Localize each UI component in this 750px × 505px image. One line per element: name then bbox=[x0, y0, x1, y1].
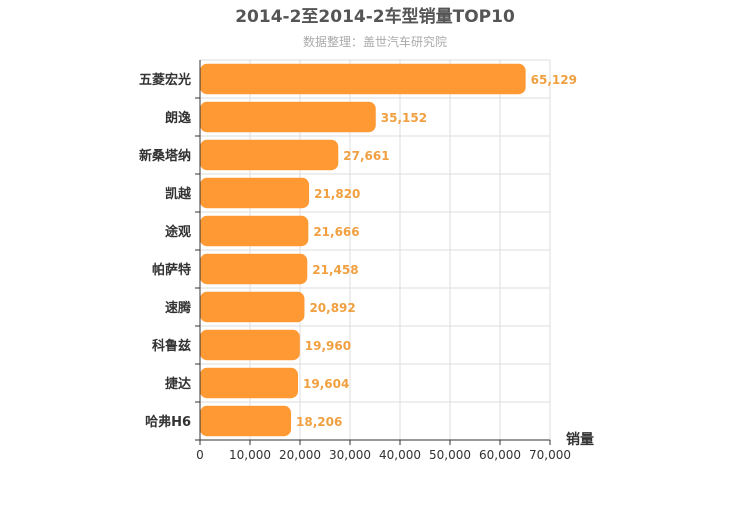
bar[interactable] bbox=[200, 291, 305, 323]
x-tick-label: 60,000 bbox=[479, 448, 521, 462]
category-label: 途观 bbox=[165, 224, 191, 240]
bar[interactable] bbox=[200, 177, 310, 209]
data-label: 35,152 bbox=[381, 111, 427, 125]
category-label: 五菱宏光 bbox=[139, 72, 191, 88]
category-label: 速腾 bbox=[165, 300, 192, 316]
bars: 65,129 35,152 27,661 21,820 21,666 21,458 20,8… bbox=[200, 63, 577, 437]
data-label: 27,661 bbox=[343, 149, 389, 163]
x-tick-label: 0 bbox=[196, 448, 204, 462]
category-label: 帕萨特 bbox=[152, 262, 191, 278]
data-label: 19,604 bbox=[303, 377, 349, 391]
bar[interactable] bbox=[200, 329, 300, 361]
category-label: 哈弗H6 bbox=[145, 414, 191, 430]
bar[interactable] bbox=[200, 139, 339, 171]
chart-title: 2014-2至2014-2车型销量TOP10 bbox=[235, 6, 515, 27]
category-label: 朗逸 bbox=[165, 110, 191, 126]
x-tick-label: 10,000 bbox=[229, 448, 271, 462]
x-tick-label: 50,000 bbox=[429, 448, 471, 462]
x-tick-label: 30,000 bbox=[329, 448, 371, 462]
data-label: 21,458 bbox=[312, 263, 358, 277]
category-label: 捷达 bbox=[165, 376, 191, 392]
data-label: 18,206 bbox=[296, 415, 342, 429]
category-label: 新桑塔纳 bbox=[139, 148, 191, 164]
grid bbox=[199, 59, 551, 441]
bar[interactable] bbox=[200, 215, 309, 247]
chart-subtitle: 数据整理：盖世汽车研究院 bbox=[303, 34, 447, 49]
data-label: 19,960 bbox=[305, 339, 351, 353]
bar[interactable] bbox=[200, 253, 308, 285]
category-label: 科鲁兹 bbox=[152, 338, 191, 354]
x-tick-label: 70,000 bbox=[529, 448, 571, 462]
data-label: 21,820 bbox=[314, 187, 360, 201]
x-tick-label: 20,000 bbox=[279, 448, 321, 462]
x-axis-title: 销量 bbox=[566, 431, 594, 448]
category-label: 凯越 bbox=[165, 186, 192, 202]
bar[interactable] bbox=[200, 101, 376, 133]
bar[interactable] bbox=[200, 367, 299, 399]
bar[interactable] bbox=[200, 63, 526, 95]
bar[interactable] bbox=[200, 405, 292, 437]
data-label: 20,892 bbox=[309, 301, 355, 315]
axes: 0 10,000 20,000 30,000 40,000 50,000 60,000 70,… bbox=[139, 60, 571, 462]
data-label: 65,129 bbox=[531, 73, 577, 87]
data-label: 21,666 bbox=[313, 225, 359, 239]
x-tick-label: 40,000 bbox=[379, 448, 421, 462]
